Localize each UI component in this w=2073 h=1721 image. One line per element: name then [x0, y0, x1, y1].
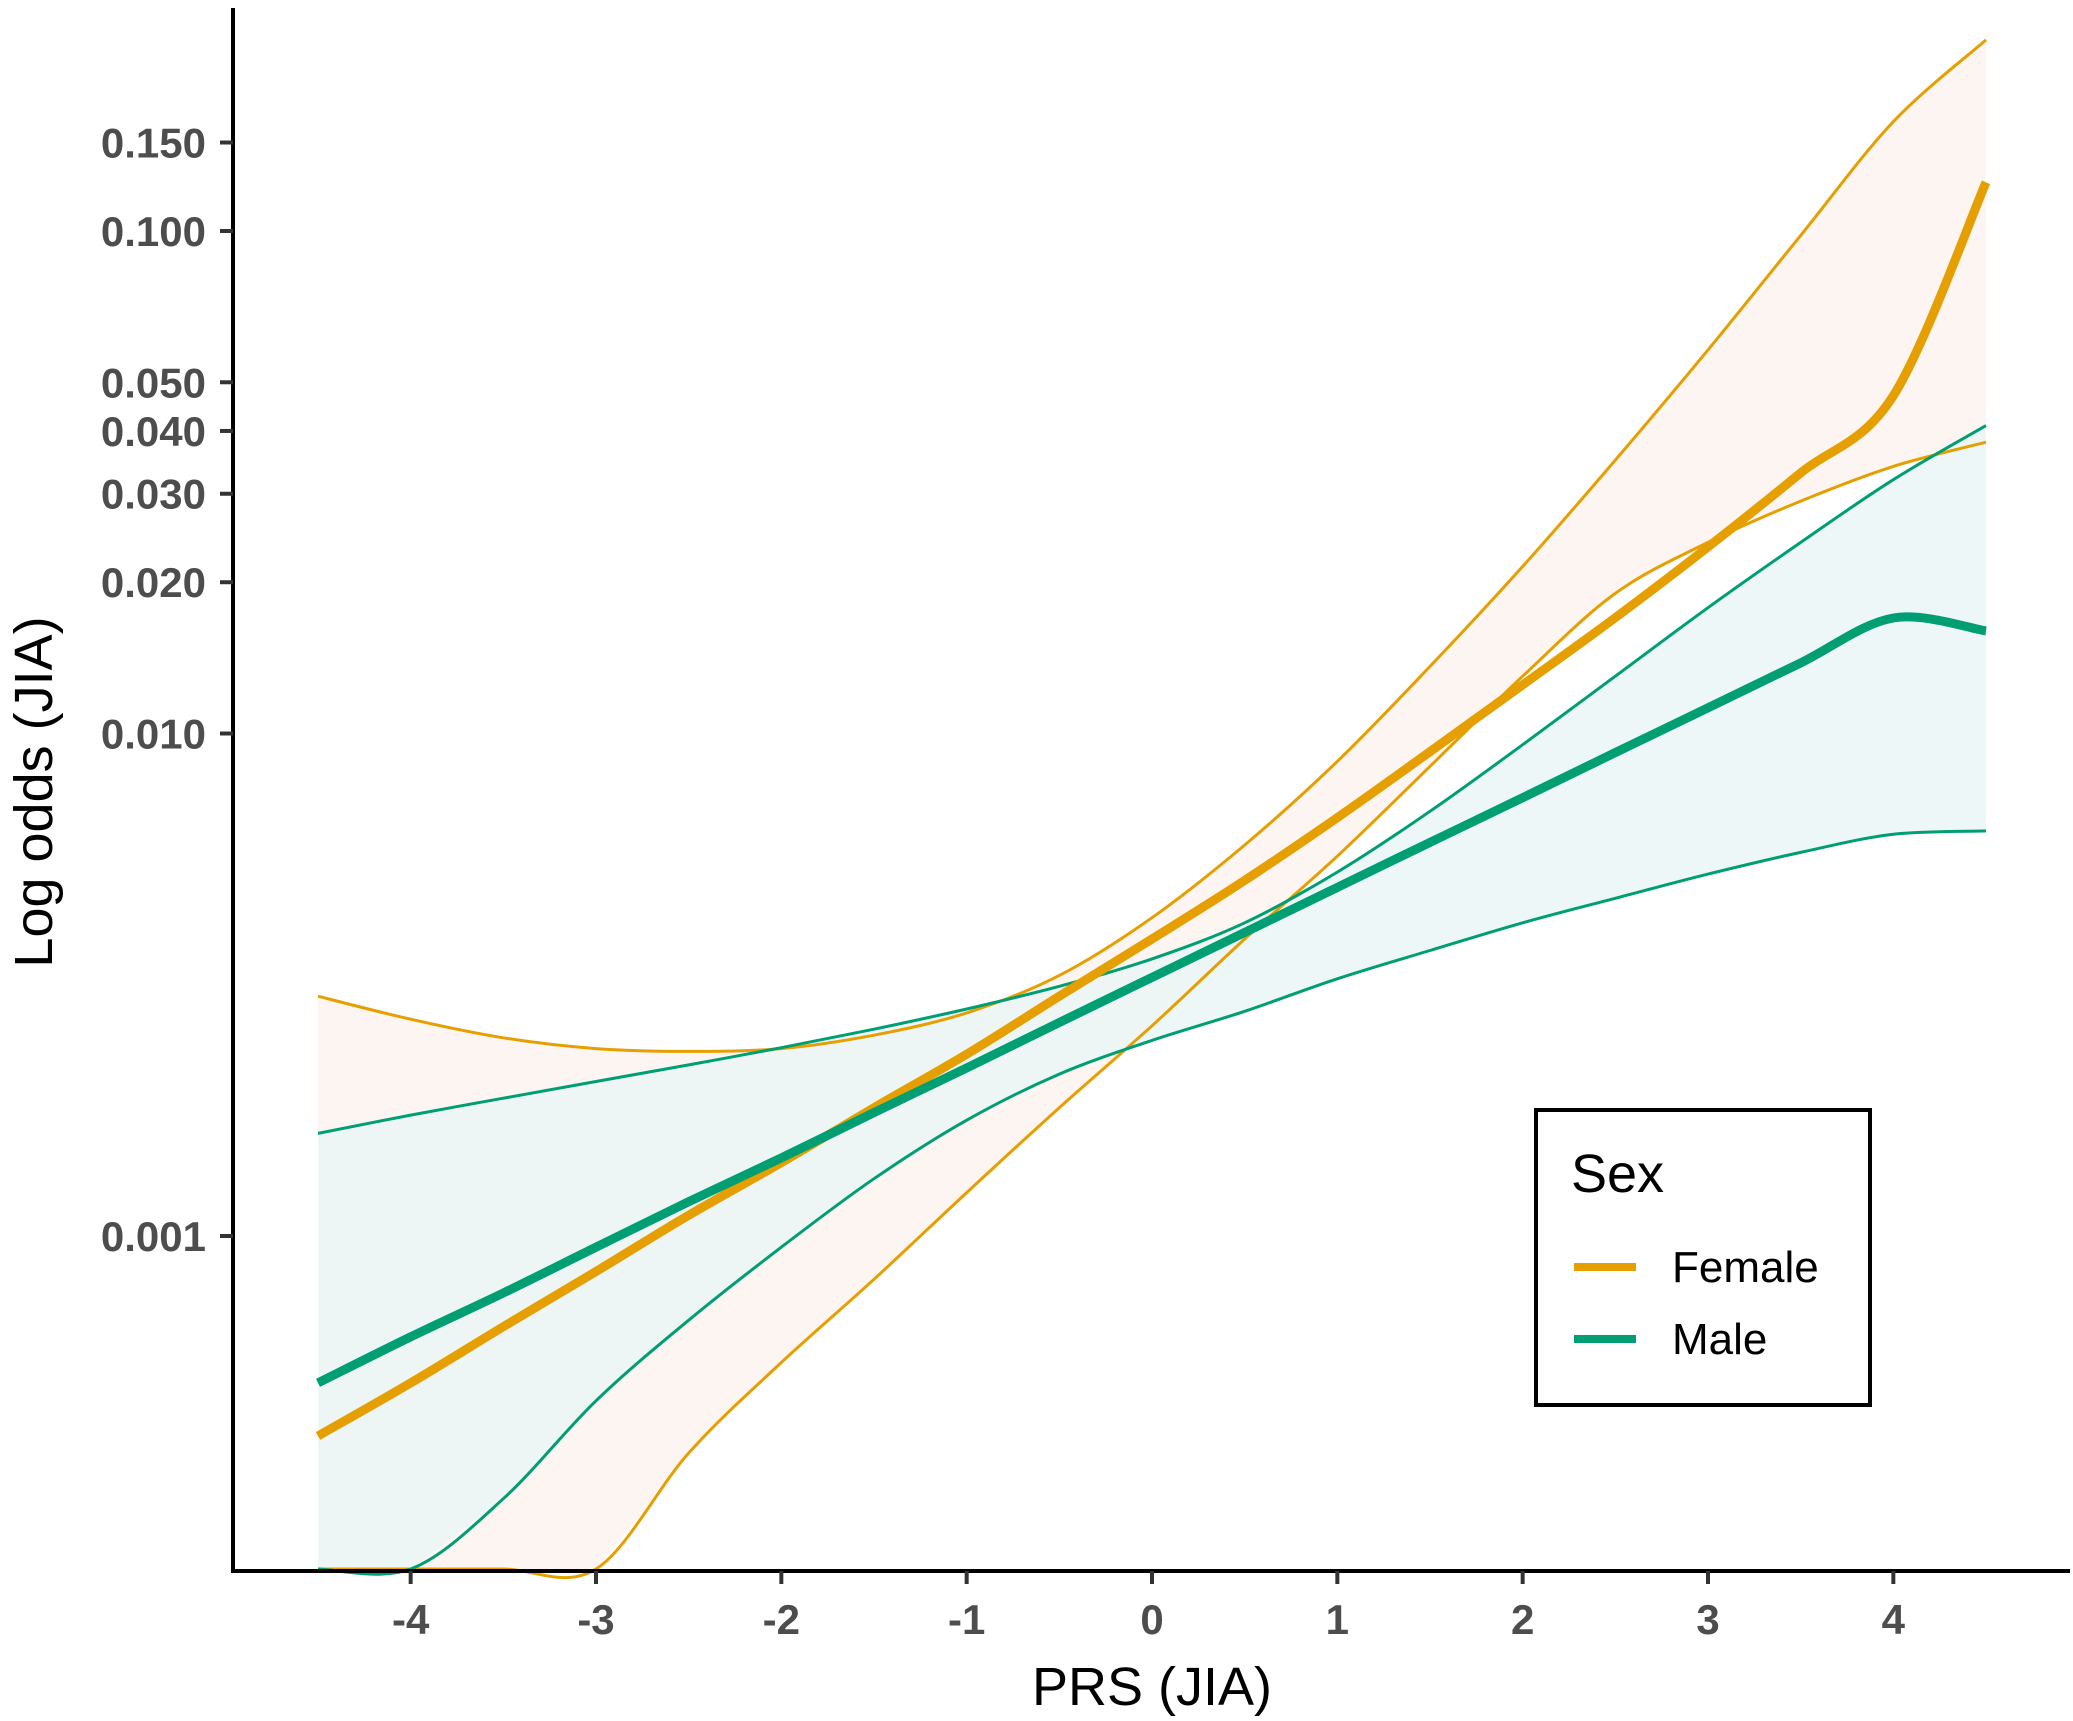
y-tick-label-3: 0.030	[101, 471, 206, 518]
series-lines	[315, 180, 1991, 1440]
x-tick-label-1: -3	[577, 1596, 614, 1643]
x-axis-title: PRS (JIA)	[1032, 1657, 1272, 1717]
y-tick-label-0: 0.001	[101, 1213, 206, 1260]
y-tick-label-1: 0.010	[101, 711, 206, 758]
legend-title: Sex	[1571, 1144, 1664, 1204]
x-axis-ticks: -4 -3 -2 -1 0 1 2 3 4	[392, 1571, 1906, 1643]
y-tick-label-6: 0.100	[101, 208, 206, 255]
upper-bound-male	[317, 424, 1987, 1135]
line-male	[316, 612, 1987, 1387]
y-tick-label-7: 0.150	[101, 120, 206, 167]
confidence-bounds	[317, 38, 1987, 1580]
legend: Sex Female Male	[1534, 1108, 1872, 1407]
x-tick-label-2: -2	[763, 1596, 800, 1643]
y-axis-title: Log odds (JIA)	[4, 616, 64, 967]
x-tick-label-0: -4	[392, 1596, 430, 1643]
y-tick-label-4: 0.040	[101, 408, 206, 455]
y-tick-label-2: 0.020	[101, 559, 206, 606]
x-tick-label-6: 2	[1511, 1596, 1534, 1643]
x-tick-label-4: 0	[1140, 1596, 1163, 1643]
line-female	[315, 180, 1991, 1440]
x-tick-label-3: -1	[948, 1596, 985, 1643]
legend-box	[1534, 1108, 1872, 1407]
lower-bound-female	[318, 440, 1987, 1580]
lower-bound-male	[317, 829, 1987, 1576]
upper-bound-female	[317, 38, 1987, 1053]
x-tick-label-7: 3	[1696, 1596, 1719, 1643]
legend-label-female: Female	[1672, 1243, 1819, 1292]
legend-label-male: Male	[1672, 1315, 1767, 1364]
x-tick-label-5: 1	[1326, 1596, 1349, 1643]
x-tick-label-8: 4	[1882, 1596, 1906, 1643]
y-tick-label-5: 0.050	[101, 359, 206, 406]
